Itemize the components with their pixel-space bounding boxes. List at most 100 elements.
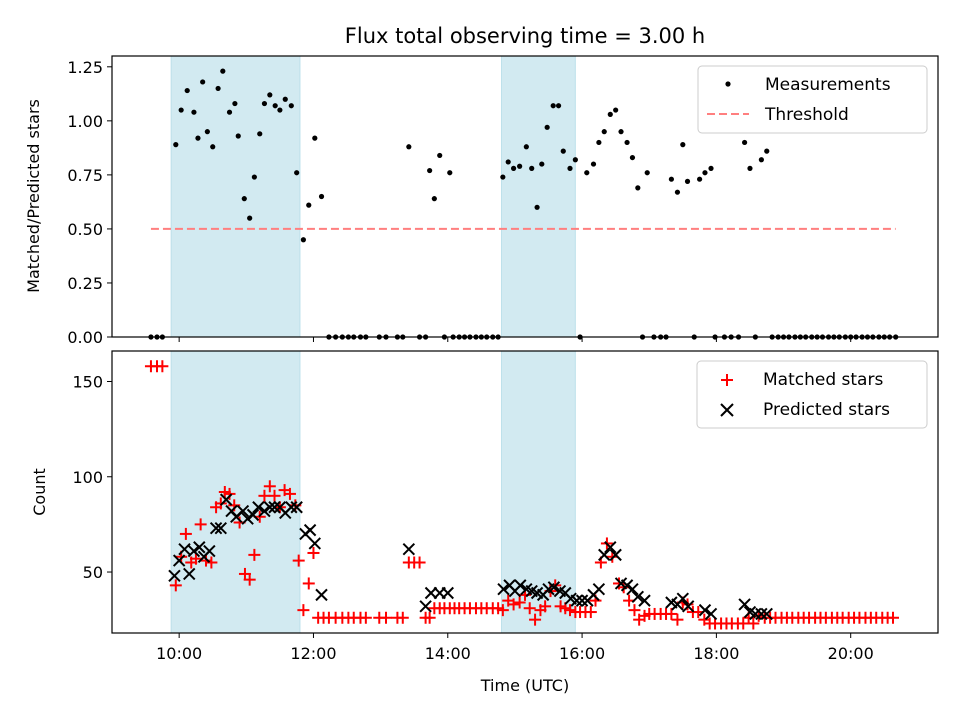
bottom-x-ticks: 10:00 12:00 14:00 16:00 18:00 20:00	[156, 633, 874, 663]
measurement-point	[195, 135, 201, 141]
measurement-point	[437, 152, 443, 159]
matched-star-point	[307, 546, 320, 559]
measurement-point	[505, 159, 511, 165]
predicted-star-point	[698, 603, 712, 617]
matched-star-point	[248, 548, 261, 561]
matched-star-point	[747, 617, 760, 630]
measurement-point	[607, 111, 613, 117]
top-shaded-intervals	[170, 55, 576, 338]
matched-star-point	[737, 617, 750, 630]
measurement-point	[406, 144, 412, 150]
measurement-point	[596, 139, 602, 146]
measurement-point	[747, 165, 753, 171]
bottom-axes-frame	[111, 350, 939, 634]
top-y-ticks: 0.00 0.25 0.50 0.75 1.00 1.25	[67, 58, 112, 347]
measurement-point	[572, 157, 578, 163]
measurement-point	[282, 96, 288, 102]
measurement-point	[674, 189, 681, 195]
predicted-star-point	[760, 607, 773, 621]
predicted-star-point	[214, 521, 227, 535]
measurement-point	[764, 148, 770, 154]
matched-star-point	[205, 556, 218, 569]
measurement-point	[215, 85, 221, 92]
measurement-point	[550, 103, 556, 109]
legend-matched-label: Matched stars	[763, 370, 883, 390]
predicted-star-point	[203, 544, 216, 558]
measurement-point	[534, 204, 540, 210]
matched-star-point	[263, 480, 276, 493]
y-tick-label: 0.50	[67, 220, 103, 239]
x-axis-label: Time (UTC)	[480, 676, 569, 695]
predicted-star-point	[570, 594, 583, 607]
measurement-point	[584, 170, 590, 176]
shaded-interval-0	[170, 350, 301, 634]
matched-star-point	[214, 497, 227, 510]
legend-measurements-label: Measurements	[765, 75, 891, 95]
predicted-star-point	[402, 542, 416, 556]
predicted-star-point	[631, 590, 645, 604]
top-axes-frame	[111, 55, 939, 338]
predicted-star-point	[547, 581, 561, 594]
predicted-star-point	[252, 501, 265, 514]
measurement-point	[257, 131, 263, 137]
measurement-point	[220, 68, 226, 74]
predicted-star-point	[178, 542, 191, 556]
measurement-point	[601, 129, 607, 135]
measurement-point	[635, 185, 641, 191]
predicted-star-point	[315, 588, 328, 602]
matched-star-point	[563, 604, 576, 617]
measurement-point	[517, 163, 523, 169]
matched-star-point	[584, 606, 597, 619]
matched-star-point	[539, 600, 552, 613]
matched-star-point	[268, 489, 281, 502]
measurement-point	[618, 129, 624, 135]
measurement-point	[544, 124, 550, 130]
measurement-point	[210, 144, 216, 150]
predicted-star-point	[755, 607, 768, 621]
measurement-point	[529, 165, 535, 171]
predicted-star-point	[681, 600, 695, 613]
predicted-star-point	[497, 582, 510, 596]
predicted-star-point	[514, 579, 527, 592]
bottom-shaded-intervals	[170, 350, 576, 634]
measurement-point	[644, 170, 650, 176]
predicted-stars-points	[168, 493, 773, 621]
legend-matched-marker	[721, 374, 733, 386]
y-tick-label: 1.00	[67, 112, 103, 131]
predicted-star-point	[419, 600, 432, 613]
measurement-point	[555, 103, 562, 109]
top-y-axis-label: Matched/Predicted stars	[24, 99, 43, 293]
y-tick-label: 0.00	[67, 328, 103, 347]
predicted-star-point	[626, 582, 639, 596]
bottom-legend: Matched stars Predicted stars	[696, 360, 928, 429]
measurement-point	[500, 174, 506, 180]
matched-star-point	[169, 579, 182, 592]
bottom-legend-box	[696, 360, 928, 429]
measurement-point	[613, 107, 619, 113]
y-tick-label: 0.75	[67, 166, 103, 185]
predicted-star-point	[187, 544, 201, 558]
x-tick-label: 12:00	[290, 644, 336, 663]
predicted-star-point	[604, 541, 617, 554]
measurement-point	[241, 196, 247, 202]
top-legend: Measurements Threshold	[697, 65, 928, 134]
matched-star-point	[359, 611, 372, 624]
predicted-star-point	[285, 501, 298, 514]
measurement-point	[226, 109, 233, 115]
predicted-star-point	[236, 504, 250, 518]
measurement-point	[232, 100, 238, 107]
matched-star-point	[258, 489, 271, 502]
measurement-point	[668, 176, 674, 182]
predicted-star-point	[241, 512, 254, 525]
matched-star-point	[189, 552, 202, 565]
measurement-point	[629, 154, 636, 161]
predicted-star-point	[268, 501, 281, 514]
top-legend-box	[697, 65, 928, 134]
measurement-point	[741, 139, 748, 146]
predicted-star-point	[704, 607, 718, 621]
measurement-point	[251, 174, 257, 180]
matched-star-point	[423, 611, 436, 624]
matched-star-point	[396, 611, 409, 624]
